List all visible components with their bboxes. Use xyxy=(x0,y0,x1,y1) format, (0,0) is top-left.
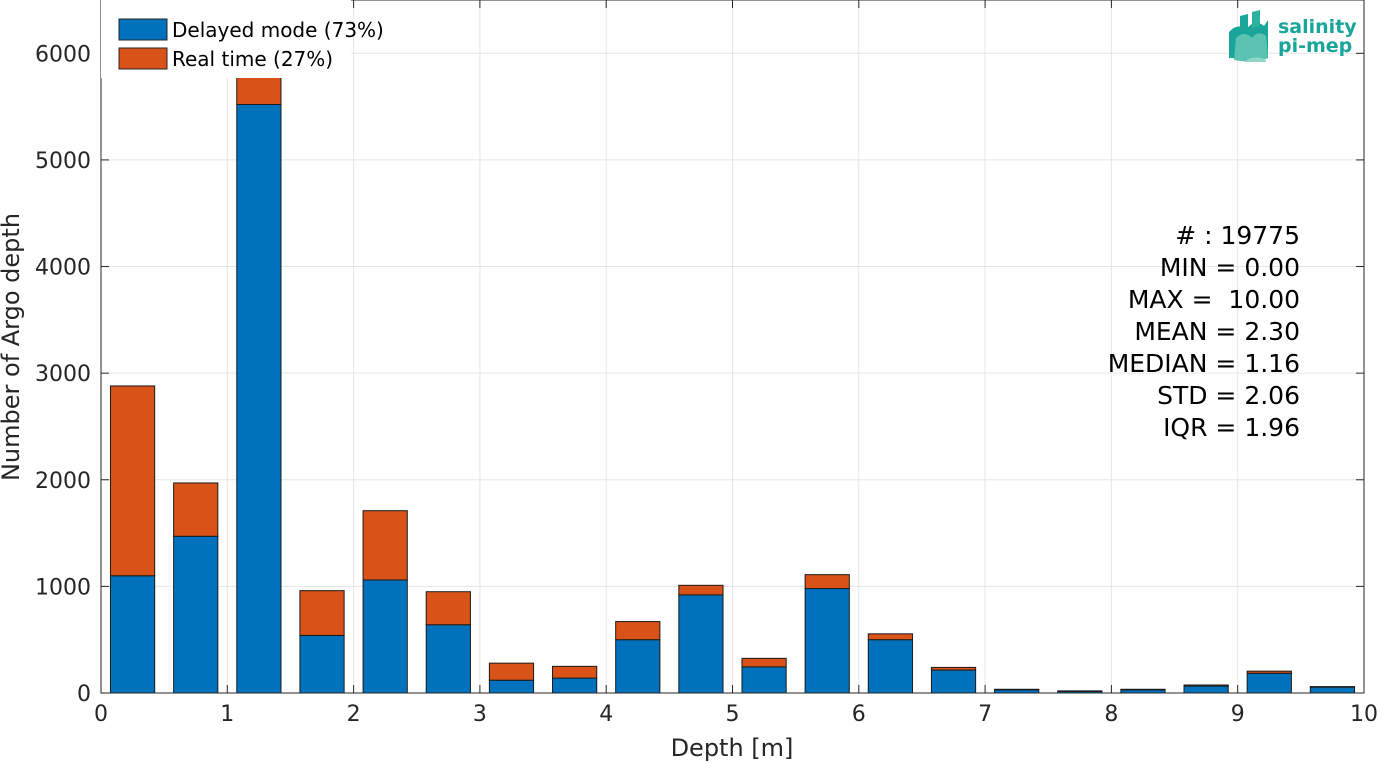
bar-real-time xyxy=(867,633,913,641)
y-tick-labels: 0 1000 2000 3000 4000 5000 6000 xyxy=(35,42,91,707)
legend-swatch-delayed xyxy=(118,18,168,41)
bar-real-time xyxy=(1183,684,1229,687)
logo-text-salinity: salinity xyxy=(1278,16,1357,38)
bar-real-time xyxy=(804,574,850,590)
y-tick-label: 0 xyxy=(77,682,91,707)
bar-real-time xyxy=(930,666,977,671)
bar-real-time xyxy=(741,657,787,668)
bar-delayed-mode xyxy=(236,103,282,694)
bar-delayed-mode xyxy=(615,639,661,694)
bar-real-time xyxy=(552,665,598,679)
bar-real-time xyxy=(994,688,1040,691)
bar-real-time xyxy=(173,482,219,537)
x-tick-labels: 0 1 2 3 4 5 6 7 8 9 10 xyxy=(94,702,1378,727)
bar-real-time xyxy=(1309,686,1356,688)
bar-delayed-mode xyxy=(1246,672,1292,694)
bar-delayed-mode xyxy=(488,679,535,694)
x-tick-label: 7 xyxy=(978,702,992,727)
bar-delayed-mode xyxy=(678,594,724,694)
x-tick-label: 2 xyxy=(347,702,361,727)
stat-mean: MEAN = 2.30 xyxy=(1134,317,1300,346)
y-tick-label: 4000 xyxy=(35,256,91,281)
bar-real-time xyxy=(1057,690,1103,692)
x-tick-label: 0 xyxy=(94,702,108,727)
bar-real-time xyxy=(299,590,345,636)
bar-real-time xyxy=(488,662,535,681)
bar-delayed-mode xyxy=(1309,686,1356,694)
legend-label-delayed: Delayed mode (73%) xyxy=(172,18,384,42)
y-tick-label: 5000 xyxy=(35,149,91,174)
bars-group xyxy=(109,5,1356,694)
x-tick-label: 9 xyxy=(1231,702,1245,727)
y-tick-label: 1000 xyxy=(35,575,91,600)
bar-delayed-mode xyxy=(930,669,977,694)
stat-max: MAX = 10.00 xyxy=(1128,285,1300,314)
bar-real-time xyxy=(678,584,724,596)
salinity-pi-mep-logo: salinity pi-mep xyxy=(1229,10,1357,62)
bar-real-time xyxy=(615,621,661,641)
stat-min: MIN = 0.00 xyxy=(1160,253,1300,282)
wave-logo-icon xyxy=(1229,10,1268,62)
logo-text-pimep: pi-mep xyxy=(1278,35,1352,57)
x-tick-label: 4 xyxy=(599,702,613,727)
grid-lines xyxy=(101,0,1364,693)
x-tick-label: 1 xyxy=(220,702,234,727)
x-tick-label: 10 xyxy=(1350,702,1378,727)
bar-delayed-mode xyxy=(741,666,787,694)
bar-delayed-mode xyxy=(109,575,156,694)
x-tick-label: 3 xyxy=(473,702,487,727)
bar-delayed-mode xyxy=(173,535,219,694)
stat-std: STD = 2.06 xyxy=(1157,381,1300,410)
stat-count: # : 19775 xyxy=(1175,221,1300,250)
bar-real-time xyxy=(109,385,156,577)
stat-median: MEDIAN = 1.16 xyxy=(1108,349,1300,378)
y-tick-label: 2000 xyxy=(35,469,91,494)
bar-real-time xyxy=(1246,670,1292,674)
x-tick-label: 8 xyxy=(1104,702,1118,727)
bar-delayed-mode xyxy=(299,634,345,694)
stat-iqr: IQR = 1.96 xyxy=(1163,413,1300,442)
y-tick-label: 3000 xyxy=(35,362,91,387)
y-axis-title: Number of Argo depth xyxy=(0,213,25,481)
x-tick-label: 5 xyxy=(726,702,740,727)
bar-delayed-mode xyxy=(804,588,850,694)
stats-block: # : 19775 MIN = 0.00 MAX = 10.00 MEAN = … xyxy=(1108,221,1300,442)
x-tick-label: 6 xyxy=(852,702,866,727)
bar-delayed-mode xyxy=(425,624,471,694)
bar-real-time xyxy=(362,510,408,581)
legend: Delayed mode (73%) Real time (27%) xyxy=(101,0,384,78)
legend-label-realtime: Real time (27%) xyxy=(172,47,333,71)
bar-real-time xyxy=(425,591,471,626)
bar-delayed-mode xyxy=(552,677,598,694)
x-axis-title: Depth [m] xyxy=(671,734,794,762)
bar-delayed-mode xyxy=(1183,685,1229,694)
legend-swatch-realtime xyxy=(118,47,168,70)
bar-delayed-mode xyxy=(867,639,913,694)
bar-delayed-mode xyxy=(362,579,408,694)
bar-real-time xyxy=(1120,688,1166,691)
y-tick-label: 6000 xyxy=(35,42,91,67)
